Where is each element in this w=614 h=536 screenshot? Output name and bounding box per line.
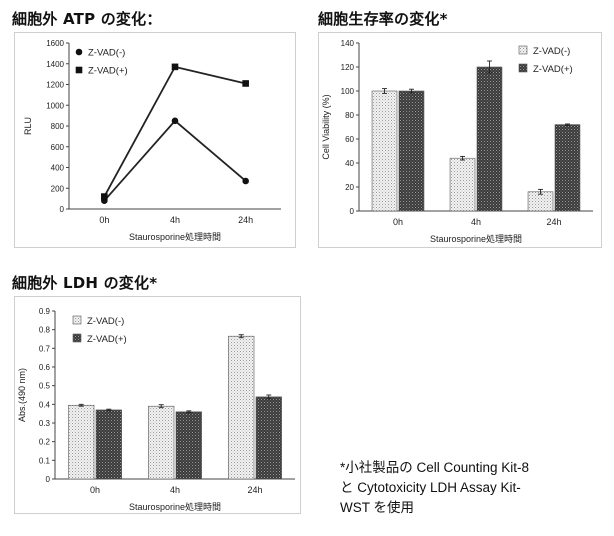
viability-bar-chart: 0 20 40 60 80 100 120 140 0h 4h 24h Staurosporine処理… <box>321 39 593 244</box>
legend-label: Z-VAD(-) <box>533 46 570 57</box>
y-tick-label: 800 <box>51 122 65 131</box>
footnote-line-1: *小社製品の Cell Counting Kit-8 <box>340 460 530 475</box>
x-tick-label: 24h <box>247 485 262 495</box>
y-tick-label: 140 <box>341 39 355 48</box>
legend-swatch <box>518 45 528 55</box>
ldh-chart-panel: 0 0.1 0.2 0.3 0.4 0.5 0.6 0.7 0.8 0.9 0h 4h 24h Staur… <box>14 296 301 514</box>
ldh-chart-title: 細胞外 LDH の変化* <box>12 274 158 292</box>
bar-z-vad-minus <box>228 335 255 480</box>
x-tick-label: 0h <box>90 485 100 495</box>
y-tick-label: 0 <box>350 207 355 216</box>
legend-swatch <box>518 63 528 73</box>
x-tick-label: 0h <box>99 215 109 225</box>
y-tick-label: 1000 <box>46 101 64 110</box>
y-axis-title: Abs.(490 nm) <box>17 368 27 422</box>
y-tick-label: 1200 <box>46 81 64 90</box>
data-point-circle <box>171 117 179 125</box>
viability-chart-panel: 0 20 40 60 80 100 120 140 0h 4h 24h Staurosporine処理… <box>318 32 602 248</box>
y-tick-label: 0.3 <box>39 419 51 428</box>
y-tick-label: 200 <box>51 184 65 193</box>
x-axis-title: Staurosporine処理時間 <box>430 233 522 244</box>
y-tick-label: 20 <box>345 183 354 192</box>
bar-z-vad-minus <box>148 405 175 480</box>
data-point-square <box>171 63 179 71</box>
footnote-line-2: と Cytotoxicity LDH Assay Kit- <box>340 480 521 495</box>
y-tick-label: 600 <box>51 143 65 152</box>
y-axis-title: RLU <box>23 117 33 135</box>
bar-z-vad-plus <box>476 66 503 212</box>
y-tick-label: 0.5 <box>39 382 51 391</box>
y-tick-label: 0 <box>46 475 51 484</box>
legend-label: Z-VAD(+) <box>88 66 128 77</box>
x-axis-title: Staurosporine処理時間 <box>129 231 221 242</box>
y-tick-label: 0.6 <box>39 363 51 372</box>
y-axis-title: Cell Viability (%) <box>321 94 331 159</box>
bar-z-vad-plus <box>175 411 202 480</box>
y-tick-label: 60 <box>345 135 354 144</box>
bar-z-vad-plus <box>398 90 425 212</box>
bar-z-vad-minus <box>449 157 476 212</box>
y-tick-label: 1400 <box>46 60 64 69</box>
ldh-bar-chart: 0 0.1 0.2 0.3 0.4 0.5 0.6 0.7 0.8 0.9 0h 4h 24h Staur… <box>17 307 295 512</box>
bar-z-vad-minus <box>527 191 554 212</box>
data-point-square <box>101 193 108 200</box>
footnote: *小社製品の Cell Counting Kit-8 と Cytotoxicit… <box>340 458 610 518</box>
data-point-circle <box>242 177 249 185</box>
legend-label: Z-VAD(+) <box>87 334 127 345</box>
y-tick-label: 0.8 <box>39 326 51 335</box>
legend-swatch <box>72 315 82 325</box>
atp-chart-panel: 0 200 400 600 800 1000 1200 1400 1600 0h 4h 24h Stau… <box>14 32 296 248</box>
legend-label: Z-VAD(-) <box>88 48 125 59</box>
x-tick-label: 0h <box>393 217 403 227</box>
y-tick-label: 400 <box>51 164 65 173</box>
series-line-1 <box>103 119 247 202</box>
bar-z-vad-plus <box>554 124 581 212</box>
legend-marker-square <box>75 66 83 74</box>
bar-z-vad-plus <box>255 396 282 480</box>
data-point-square <box>242 80 249 87</box>
bar-z-vad-minus <box>371 90 398 212</box>
x-tick-label: 4h <box>170 215 180 225</box>
y-tick-label: 100 <box>341 87 355 96</box>
bar-z-vad-plus <box>95 409 122 480</box>
y-tick-label: 40 <box>345 159 354 168</box>
viability-chart-title: 細胞生存率の変化* <box>318 10 448 28</box>
x-tick-label: 24h <box>546 217 561 227</box>
y-tick-label: 120 <box>341 63 355 72</box>
y-tick-label: 0.7 <box>39 344 51 353</box>
y-tick-label: 0.9 <box>39 307 51 316</box>
legend-label: Z-VAD(-) <box>87 316 124 327</box>
atp-chart-title: 細胞外 ATP の変化： <box>12 10 162 28</box>
x-tick-label: 4h <box>170 485 180 495</box>
legend-marker-circle <box>75 48 83 56</box>
atp-line-chart: 0 200 400 600 800 1000 1200 1400 1600 0h 4h 24h Stau… <box>23 39 281 242</box>
x-tick-label: 24h <box>238 215 253 225</box>
legend-swatch <box>72 333 82 343</box>
y-tick-label: 0.2 <box>39 438 51 447</box>
y-tick-label: 0.4 <box>39 400 51 409</box>
x-tick-label: 4h <box>471 217 481 227</box>
footnote-line-3: WST を使用 <box>340 500 414 515</box>
bar-z-vad-minus <box>68 404 95 480</box>
y-tick-label: 80 <box>345 111 354 120</box>
y-tick-label: 0 <box>60 205 65 214</box>
y-tick-label: 1600 <box>46 39 64 48</box>
y-tick-label: 0.1 <box>39 456 51 465</box>
x-axis-title: Staurosporine処理時間 <box>129 501 221 512</box>
legend-label: Z-VAD(+) <box>533 64 573 75</box>
